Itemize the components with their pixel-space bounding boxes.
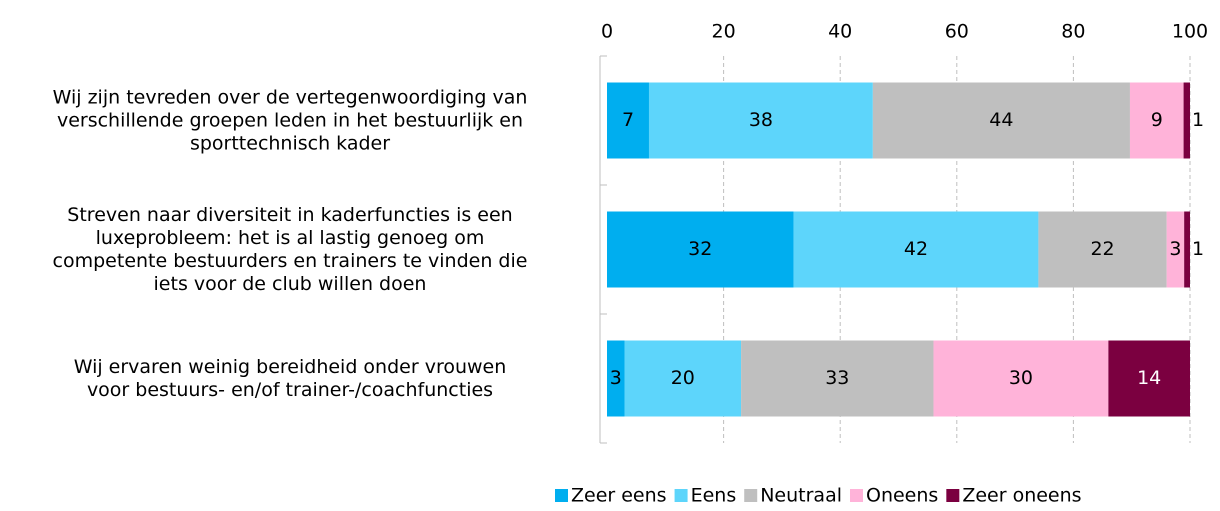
x-tick-label: 100 — [1172, 21, 1208, 43]
bar-segment — [1184, 211, 1190, 288]
bar-segment — [1166, 211, 1185, 288]
data-label: 3 — [610, 367, 622, 389]
legend-label: Zeer eens — [571, 485, 667, 507]
x-tick-label: 40 — [828, 21, 852, 43]
bar-segment — [607, 340, 625, 417]
category-label: Wij zijn tevreden over de vertegenwoordi… — [53, 86, 528, 154]
legend-label: Eens — [691, 485, 737, 507]
data-label: 7 — [622, 109, 634, 131]
x-tick-label: 20 — [712, 21, 736, 43]
bar-segment — [648, 82, 873, 159]
data-label: 44 — [989, 109, 1013, 131]
bar-segment — [1129, 82, 1184, 159]
category-label: Wij ervaren weinig bereidheid onder vrou… — [74, 356, 507, 401]
x-tick-label: 60 — [945, 21, 969, 43]
bar-segment — [607, 211, 794, 288]
data-label: 1 — [1192, 238, 1204, 260]
data-label: 22 — [1090, 238, 1114, 260]
data-label: 3 — [1169, 238, 1181, 260]
legend-label: Zeer oneens — [962, 485, 1081, 507]
x-tick-label: 80 — [1061, 21, 1085, 43]
legend-label: Oneens — [866, 485, 938, 507]
legend-swatch — [674, 489, 688, 502]
bar-segment — [872, 82, 1130, 159]
legend-swatch — [744, 489, 758, 502]
legend-swatch — [555, 489, 568, 502]
data-label: 1 — [1192, 109, 1204, 131]
data-label: 30 — [1009, 367, 1033, 389]
bar-segment — [793, 211, 1039, 288]
data-label: 14 — [1137, 367, 1161, 389]
bar-segment — [624, 340, 742, 417]
bar-segment — [1038, 211, 1167, 288]
data-label: 38 — [749, 109, 773, 131]
bar-segment — [933, 340, 1109, 417]
legend-swatch — [946, 489, 960, 502]
data-label: 42 — [904, 238, 928, 260]
bar-segment — [741, 340, 934, 417]
bar-segment — [1108, 340, 1190, 417]
data-label: 9 — [1151, 109, 1163, 131]
data-label: 32 — [688, 238, 712, 260]
bar-segment — [1183, 82, 1190, 159]
legend-swatch — [850, 489, 863, 502]
legend-label: Neutraal — [760, 485, 842, 507]
x-tick-label: 0 — [601, 21, 613, 43]
data-label: 20 — [671, 367, 695, 389]
category-label: Streven naar diversiteit in kaderfunctie… — [53, 204, 528, 295]
bar-segment — [607, 82, 649, 159]
data-label: 33 — [825, 367, 849, 389]
